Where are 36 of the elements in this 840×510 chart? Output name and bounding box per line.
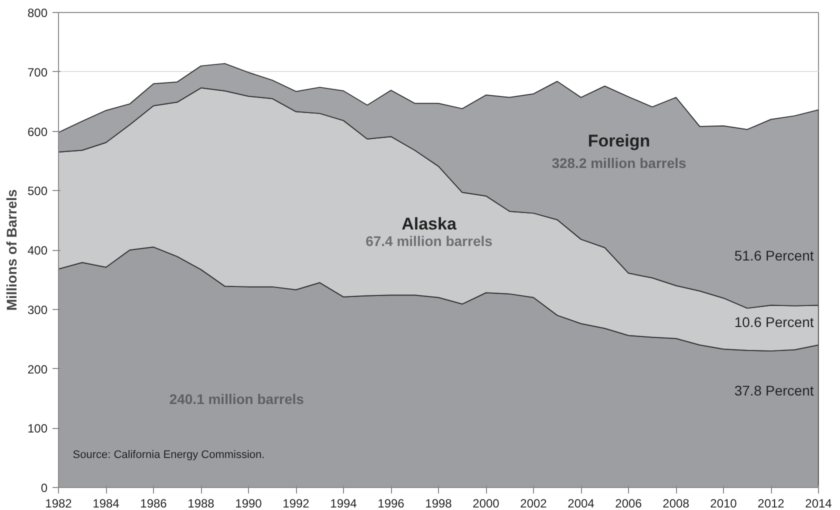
- annotation: 51.6 Percent: [734, 248, 814, 264]
- annotation: Source: California Energy Commission.: [72, 448, 265, 461]
- series-label: Foreign: [588, 131, 650, 150]
- x-tick-label: 1988: [188, 496, 215, 510]
- annotation: 67.4 million barrels: [366, 232, 493, 249]
- y-tick-label: 100: [27, 422, 48, 436]
- annotation: 328.2 million barrels: [552, 155, 687, 172]
- y-axis-title: Millions of Barrels: [3, 189, 20, 311]
- x-tick-label: 1986: [140, 496, 168, 510]
- annotation: 240.1 million barrels: [169, 390, 304, 407]
- y-tick-label: 200: [27, 362, 48, 376]
- x-tick-label: 2000: [472, 496, 500, 510]
- x-tick-label: 2010: [710, 496, 738, 510]
- x-tick-label: 2002: [520, 496, 548, 510]
- x-tick-label: 2014: [805, 496, 832, 510]
- y-tick-label: 800: [27, 6, 48, 20]
- x-tick-label: 1982: [45, 496, 72, 510]
- x-tick-label: 1998: [425, 496, 452, 510]
- y-tick-label: 600: [27, 124, 48, 139]
- x-tick-label: 1984: [92, 496, 120, 510]
- annotation: 10.6 Percent: [734, 314, 814, 330]
- x-tick-label: 1996: [378, 496, 405, 510]
- x-tick-label: 2008: [662, 496, 690, 510]
- y-tick-label: 300: [27, 302, 48, 317]
- x-tick-label: 2004: [568, 496, 595, 510]
- x-tick-label: 2006: [615, 496, 642, 510]
- y-tick-label: 400: [27, 244, 48, 258]
- x-tick-label: 1994: [330, 496, 358, 510]
- x-tick-label: 1990: [235, 496, 262, 510]
- x-tick-label: 1992: [282, 496, 310, 510]
- annotation: 37.8 Percent: [734, 382, 814, 398]
- y-tick-label: 700: [27, 65, 48, 80]
- x-tick-label: 2012: [758, 496, 785, 510]
- y-tick-label: 500: [27, 184, 48, 198]
- y-tick-label: 0: [40, 481, 48, 495]
- series-label: Alaska: [402, 214, 457, 234]
